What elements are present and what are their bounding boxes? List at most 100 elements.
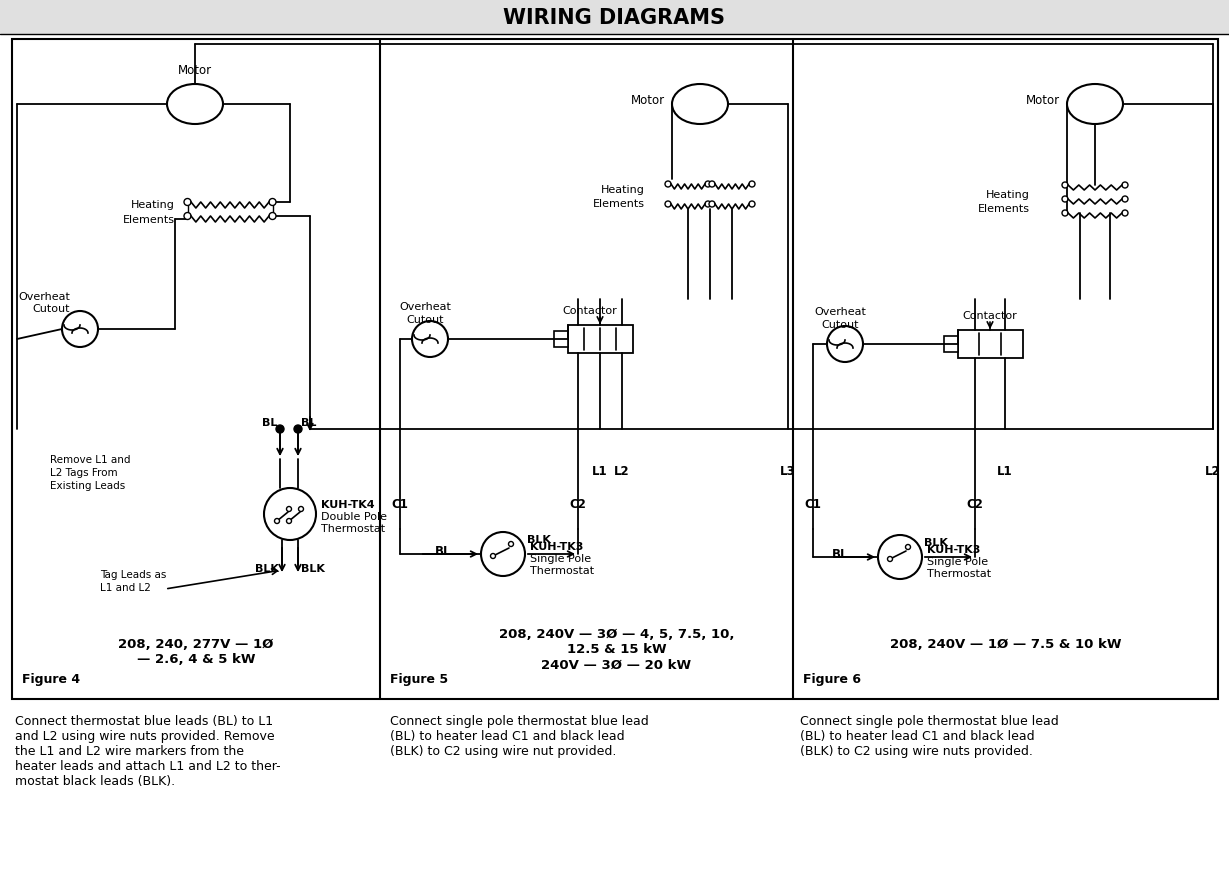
Text: L2: L2: [1206, 465, 1220, 478]
Text: Thermostat: Thermostat: [927, 568, 991, 579]
Text: Heating: Heating: [132, 200, 175, 209]
Circle shape: [61, 312, 98, 348]
Text: KUH-TK3: KUH-TK3: [927, 544, 981, 554]
Bar: [553, 332, 568, 348]
Text: 240V — 3Ø — 20 kW: 240V — 3Ø — 20 kW: [542, 658, 692, 671]
Text: L1: L1: [592, 465, 608, 478]
Text: KUH-TK3: KUH-TK3: [530, 541, 584, 551]
Text: BL: BL: [832, 547, 848, 561]
Text: Overheat: Overheat: [814, 307, 866, 316]
Circle shape: [878, 535, 922, 580]
Text: BL: BL: [262, 417, 277, 428]
Text: (BLK) to C2 using wire nut provided.: (BLK) to C2 using wire nut provided.: [390, 744, 617, 757]
Ellipse shape: [672, 85, 728, 125]
Text: Heating: Heating: [986, 189, 1030, 200]
Text: Double Pole: Double Pole: [321, 512, 387, 521]
Text: C2: C2: [966, 498, 983, 511]
Text: L2 Tags From: L2 Tags From: [50, 468, 118, 477]
Circle shape: [274, 519, 279, 524]
Text: mostat black leads (BLK).: mostat black leads (BLK).: [15, 774, 175, 787]
Text: Single Pole: Single Pole: [927, 556, 988, 567]
Ellipse shape: [167, 85, 222, 125]
Text: Motor: Motor: [630, 93, 665, 106]
Text: (BLK) to C2 using wire nuts provided.: (BLK) to C2 using wire nuts provided.: [800, 744, 1032, 757]
Bar: [957, 330, 1023, 359]
Circle shape: [481, 533, 525, 576]
Text: Motor: Motor: [1026, 93, 1059, 106]
Text: L2: L2: [614, 465, 629, 478]
Text: Contactor: Contactor: [563, 306, 617, 315]
Text: 208, 240V — 3Ø — 4, 5, 7.5, 10,: 208, 240V — 3Ø — 4, 5, 7.5, 10,: [499, 627, 734, 640]
Circle shape: [906, 545, 911, 550]
Circle shape: [1122, 182, 1128, 189]
Circle shape: [294, 426, 302, 434]
Circle shape: [1062, 211, 1068, 216]
Circle shape: [286, 519, 291, 524]
Text: Figure 4: Figure 4: [22, 673, 80, 686]
Bar: [12, 40, 1218, 700]
Circle shape: [490, 554, 495, 559]
Text: BLK: BLK: [527, 534, 551, 544]
Circle shape: [748, 182, 755, 188]
Text: and L2 using wire nuts provided. Remove: and L2 using wire nuts provided. Remove: [15, 729, 274, 742]
Text: Motor: Motor: [178, 64, 213, 77]
Circle shape: [705, 202, 712, 208]
Text: Elements: Elements: [123, 215, 175, 225]
Text: Remove L1 and: Remove L1 and: [50, 454, 130, 464]
Circle shape: [665, 202, 671, 208]
Text: Elements: Elements: [978, 203, 1030, 214]
Text: BLK: BLK: [301, 563, 324, 574]
Circle shape: [184, 199, 190, 206]
Text: L1 and L2: L1 and L2: [100, 582, 151, 593]
Text: BLK: BLK: [256, 563, 279, 574]
Circle shape: [412, 322, 449, 357]
Circle shape: [509, 542, 514, 547]
Text: (BL) to heater lead C1 and black lead: (BL) to heater lead C1 and black lead: [800, 729, 1035, 742]
Circle shape: [299, 507, 304, 512]
Circle shape: [709, 182, 715, 188]
Text: BL: BL: [435, 545, 451, 558]
Text: Cutout: Cutout: [821, 320, 859, 329]
Text: BL: BL: [301, 417, 316, 428]
Text: Existing Leads: Existing Leads: [50, 481, 125, 490]
Text: WIRING DIAGRAMS: WIRING DIAGRAMS: [503, 8, 725, 28]
Circle shape: [184, 213, 190, 220]
Text: BLK: BLK: [924, 537, 948, 547]
Text: Figure 6: Figure 6: [803, 673, 862, 686]
Text: the L1 and L2 wire markers from the: the L1 and L2 wire markers from the: [15, 744, 245, 757]
Text: Connect single pole thermostat blue lead: Connect single pole thermostat blue lead: [390, 714, 649, 727]
Text: Tag Leads as: Tag Leads as: [100, 569, 166, 580]
Text: Overheat: Overheat: [18, 292, 70, 302]
Circle shape: [1062, 196, 1068, 202]
Text: Cutout: Cutout: [407, 315, 444, 325]
Circle shape: [1062, 182, 1068, 189]
Circle shape: [709, 202, 715, 208]
Text: C1: C1: [805, 498, 821, 511]
Circle shape: [269, 213, 277, 220]
Text: Contactor: Contactor: [962, 310, 1018, 321]
Bar: [568, 326, 633, 354]
Circle shape: [887, 557, 892, 562]
Text: KUH-TK4: KUH-TK4: [321, 500, 375, 509]
Text: 208, 240V — 1Ø — 7.5 & 10 kW: 208, 240V — 1Ø — 7.5 & 10 kW: [890, 638, 1121, 651]
Text: Heating: Heating: [601, 185, 645, 195]
Text: L1: L1: [997, 465, 1013, 478]
Text: Connect single pole thermostat blue lead: Connect single pole thermostat blue lead: [800, 714, 1058, 727]
Text: (BL) to heater lead C1 and black lead: (BL) to heater lead C1 and black lead: [390, 729, 624, 742]
Text: 208, 240, 277V — 1Ø: 208, 240, 277V — 1Ø: [118, 638, 274, 651]
Text: Elements: Elements: [594, 199, 645, 209]
Circle shape: [665, 182, 671, 188]
Bar: [944, 336, 957, 353]
Text: heater leads and attach L1 and L2 to ther-: heater leads and attach L1 and L2 to the…: [15, 760, 280, 773]
Text: C1: C1: [392, 498, 408, 511]
Ellipse shape: [1067, 85, 1123, 125]
Circle shape: [1122, 211, 1128, 216]
Circle shape: [705, 182, 712, 188]
Circle shape: [286, 507, 291, 512]
Text: — 2.6, 4 & 5 kW: — 2.6, 4 & 5 kW: [136, 653, 256, 666]
Circle shape: [277, 426, 284, 434]
Circle shape: [269, 199, 277, 206]
Text: Single Pole: Single Pole: [530, 554, 591, 563]
Circle shape: [827, 327, 863, 362]
Text: Thermostat: Thermostat: [530, 566, 594, 575]
